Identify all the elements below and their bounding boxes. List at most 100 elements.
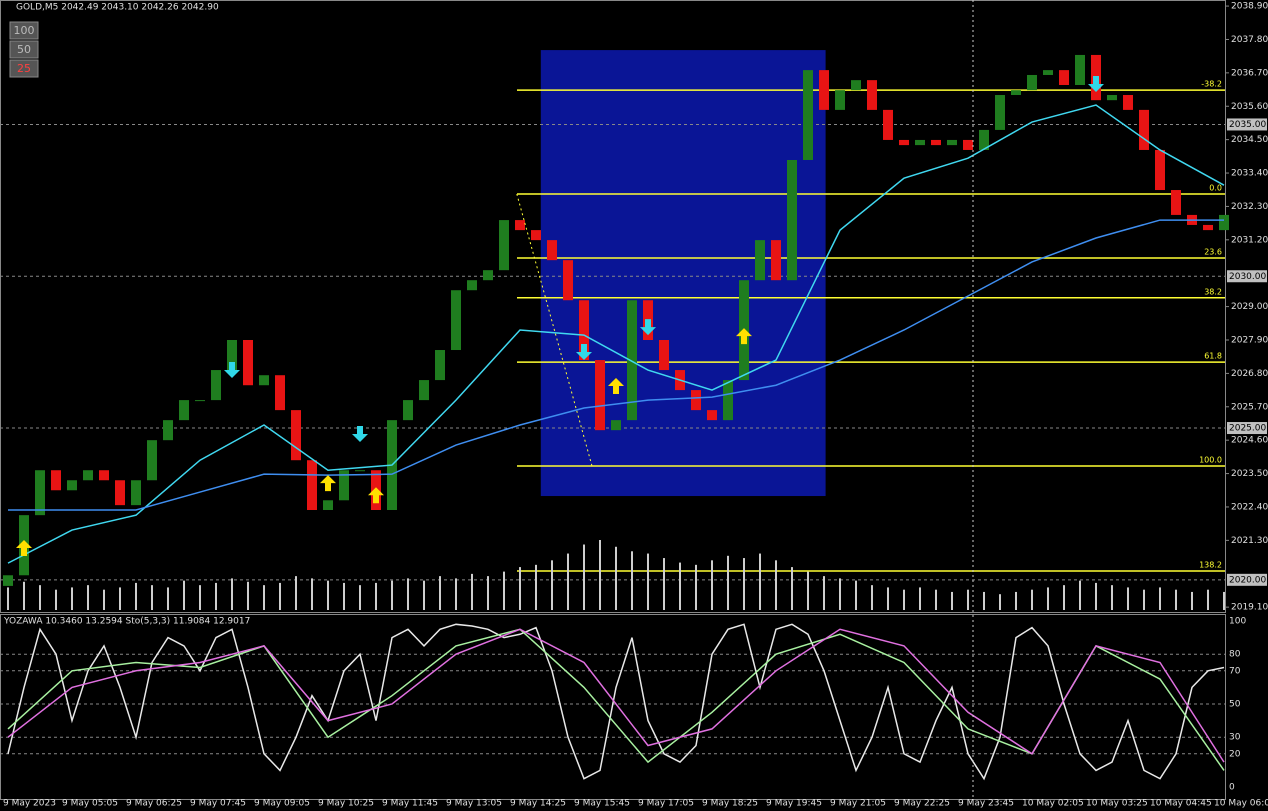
volume-bar	[71, 587, 73, 610]
volume-bar	[903, 589, 905, 610]
oscillator-panel	[0, 614, 1226, 800]
volume-bar	[567, 553, 569, 610]
volume-bar	[55, 589, 57, 610]
volume-bar	[247, 581, 249, 610]
candle	[931, 139, 941, 146]
zoom-button[interactable]	[9, 40, 39, 59]
candle	[1011, 90, 1021, 96]
volume-bar	[279, 582, 281, 610]
candle	[35, 470, 45, 516]
volume-bar	[23, 581, 25, 610]
candle	[467, 280, 477, 291]
volume-bar	[679, 562, 681, 610]
candle	[915, 139, 925, 146]
y-tick-label: 2026.80	[1231, 369, 1268, 379]
candle	[195, 400, 205, 402]
volume-bar	[103, 589, 105, 610]
x-tick-label: 9 May 17:05	[638, 799, 694, 809]
x-tick-label: 10 May 03:25	[1086, 799, 1148, 809]
y-tick-label: 2037.80	[1231, 35, 1268, 45]
x-tick-label: 9 May 09:05	[254, 799, 310, 809]
candle	[1075, 54, 1085, 85]
candle	[1219, 214, 1229, 231]
candle	[1123, 95, 1133, 110]
volume-bar	[215, 582, 217, 610]
volume-bar	[343, 582, 345, 610]
candle	[867, 80, 877, 110]
fib-label: 138.2	[1199, 561, 1222, 570]
volume-bar	[615, 546, 617, 610]
candle	[51, 470, 61, 491]
fib-label: 38.2	[1204, 287, 1222, 296]
y-tick-label: 2036.70	[1231, 68, 1268, 78]
candle	[659, 340, 669, 371]
volume-bar	[439, 576, 441, 610]
candle	[1043, 70, 1053, 75]
candle	[435, 350, 445, 381]
volume-bar	[231, 578, 233, 610]
volume-bar	[151, 585, 153, 610]
y-tick-label: 2023.50	[1231, 469, 1268, 479]
volume-bar	[503, 571, 505, 610]
volume-bar	[311, 578, 313, 610]
candle	[947, 139, 957, 146]
y-tick-label: 2024.60	[1231, 436, 1268, 446]
volume-bar	[1223, 591, 1225, 610]
x-tick-label: 9 May 13:05	[446, 799, 502, 809]
zoom-button[interactable]	[9, 59, 39, 78]
y-tick-label: 2033.40	[1231, 169, 1268, 179]
x-tick-label: 9 May 10:25	[318, 799, 374, 809]
volume-bar	[695, 564, 697, 610]
y-tick-label: 2038.90	[1231, 2, 1268, 12]
volume-bar	[1015, 591, 1017, 610]
candle	[291, 410, 301, 461]
trend-line	[516, 193, 593, 467]
volume-bar	[983, 591, 985, 610]
level-box	[1227, 422, 1267, 435]
down-arrow	[224, 361, 240, 378]
x-tick-label: 10 May 06:00	[1214, 799, 1268, 809]
volume-bar	[823, 576, 825, 610]
fib-label: 0.0	[1209, 183, 1222, 192]
candle	[723, 380, 733, 421]
candle	[627, 300, 637, 421]
volume-bar	[775, 560, 777, 610]
x-tick-label: 9 May 23:45	[958, 799, 1014, 809]
candle	[339, 470, 349, 501]
level-label: 2035.00	[1229, 120, 1266, 130]
y-tick-label: 20	[1229, 749, 1241, 759]
volume-bar	[1143, 589, 1145, 610]
fib-label: 61.8	[1204, 352, 1222, 361]
volume-bar	[1079, 580, 1081, 610]
candle	[803, 70, 813, 160]
volume-bar	[1127, 587, 1129, 610]
volume-bar	[999, 594, 1001, 610]
y-tick-label: 2035.60	[1231, 102, 1268, 112]
volume-bar	[1111, 585, 1113, 610]
y-tick-label: 100	[1229, 617, 1246, 627]
volume-bar	[471, 573, 473, 610]
down-arrow	[576, 344, 592, 361]
zoom-button-label: 100	[14, 24, 35, 37]
down-arrow	[640, 319, 656, 336]
candle	[355, 470, 365, 472]
candle	[899, 139, 909, 146]
up-arrow	[736, 328, 752, 345]
moving-average	[8, 219, 1224, 511]
zoom-button[interactable]	[9, 21, 39, 40]
volume-bar	[183, 580, 185, 610]
candle	[611, 420, 621, 431]
volume-bar	[1031, 589, 1033, 610]
zoom-button-label: 50	[17, 43, 31, 56]
candle	[99, 470, 109, 481]
candle	[499, 220, 509, 271]
candle	[227, 340, 237, 371]
x-tick-label: 9 May 14:25	[510, 799, 566, 809]
volume-bar	[375, 582, 377, 610]
volume-bar	[631, 551, 633, 610]
candle	[259, 375, 269, 386]
volume-bar	[647, 553, 649, 610]
level-label: 2020.00	[1229, 575, 1266, 585]
candle	[835, 90, 845, 110]
candle	[579, 300, 589, 361]
